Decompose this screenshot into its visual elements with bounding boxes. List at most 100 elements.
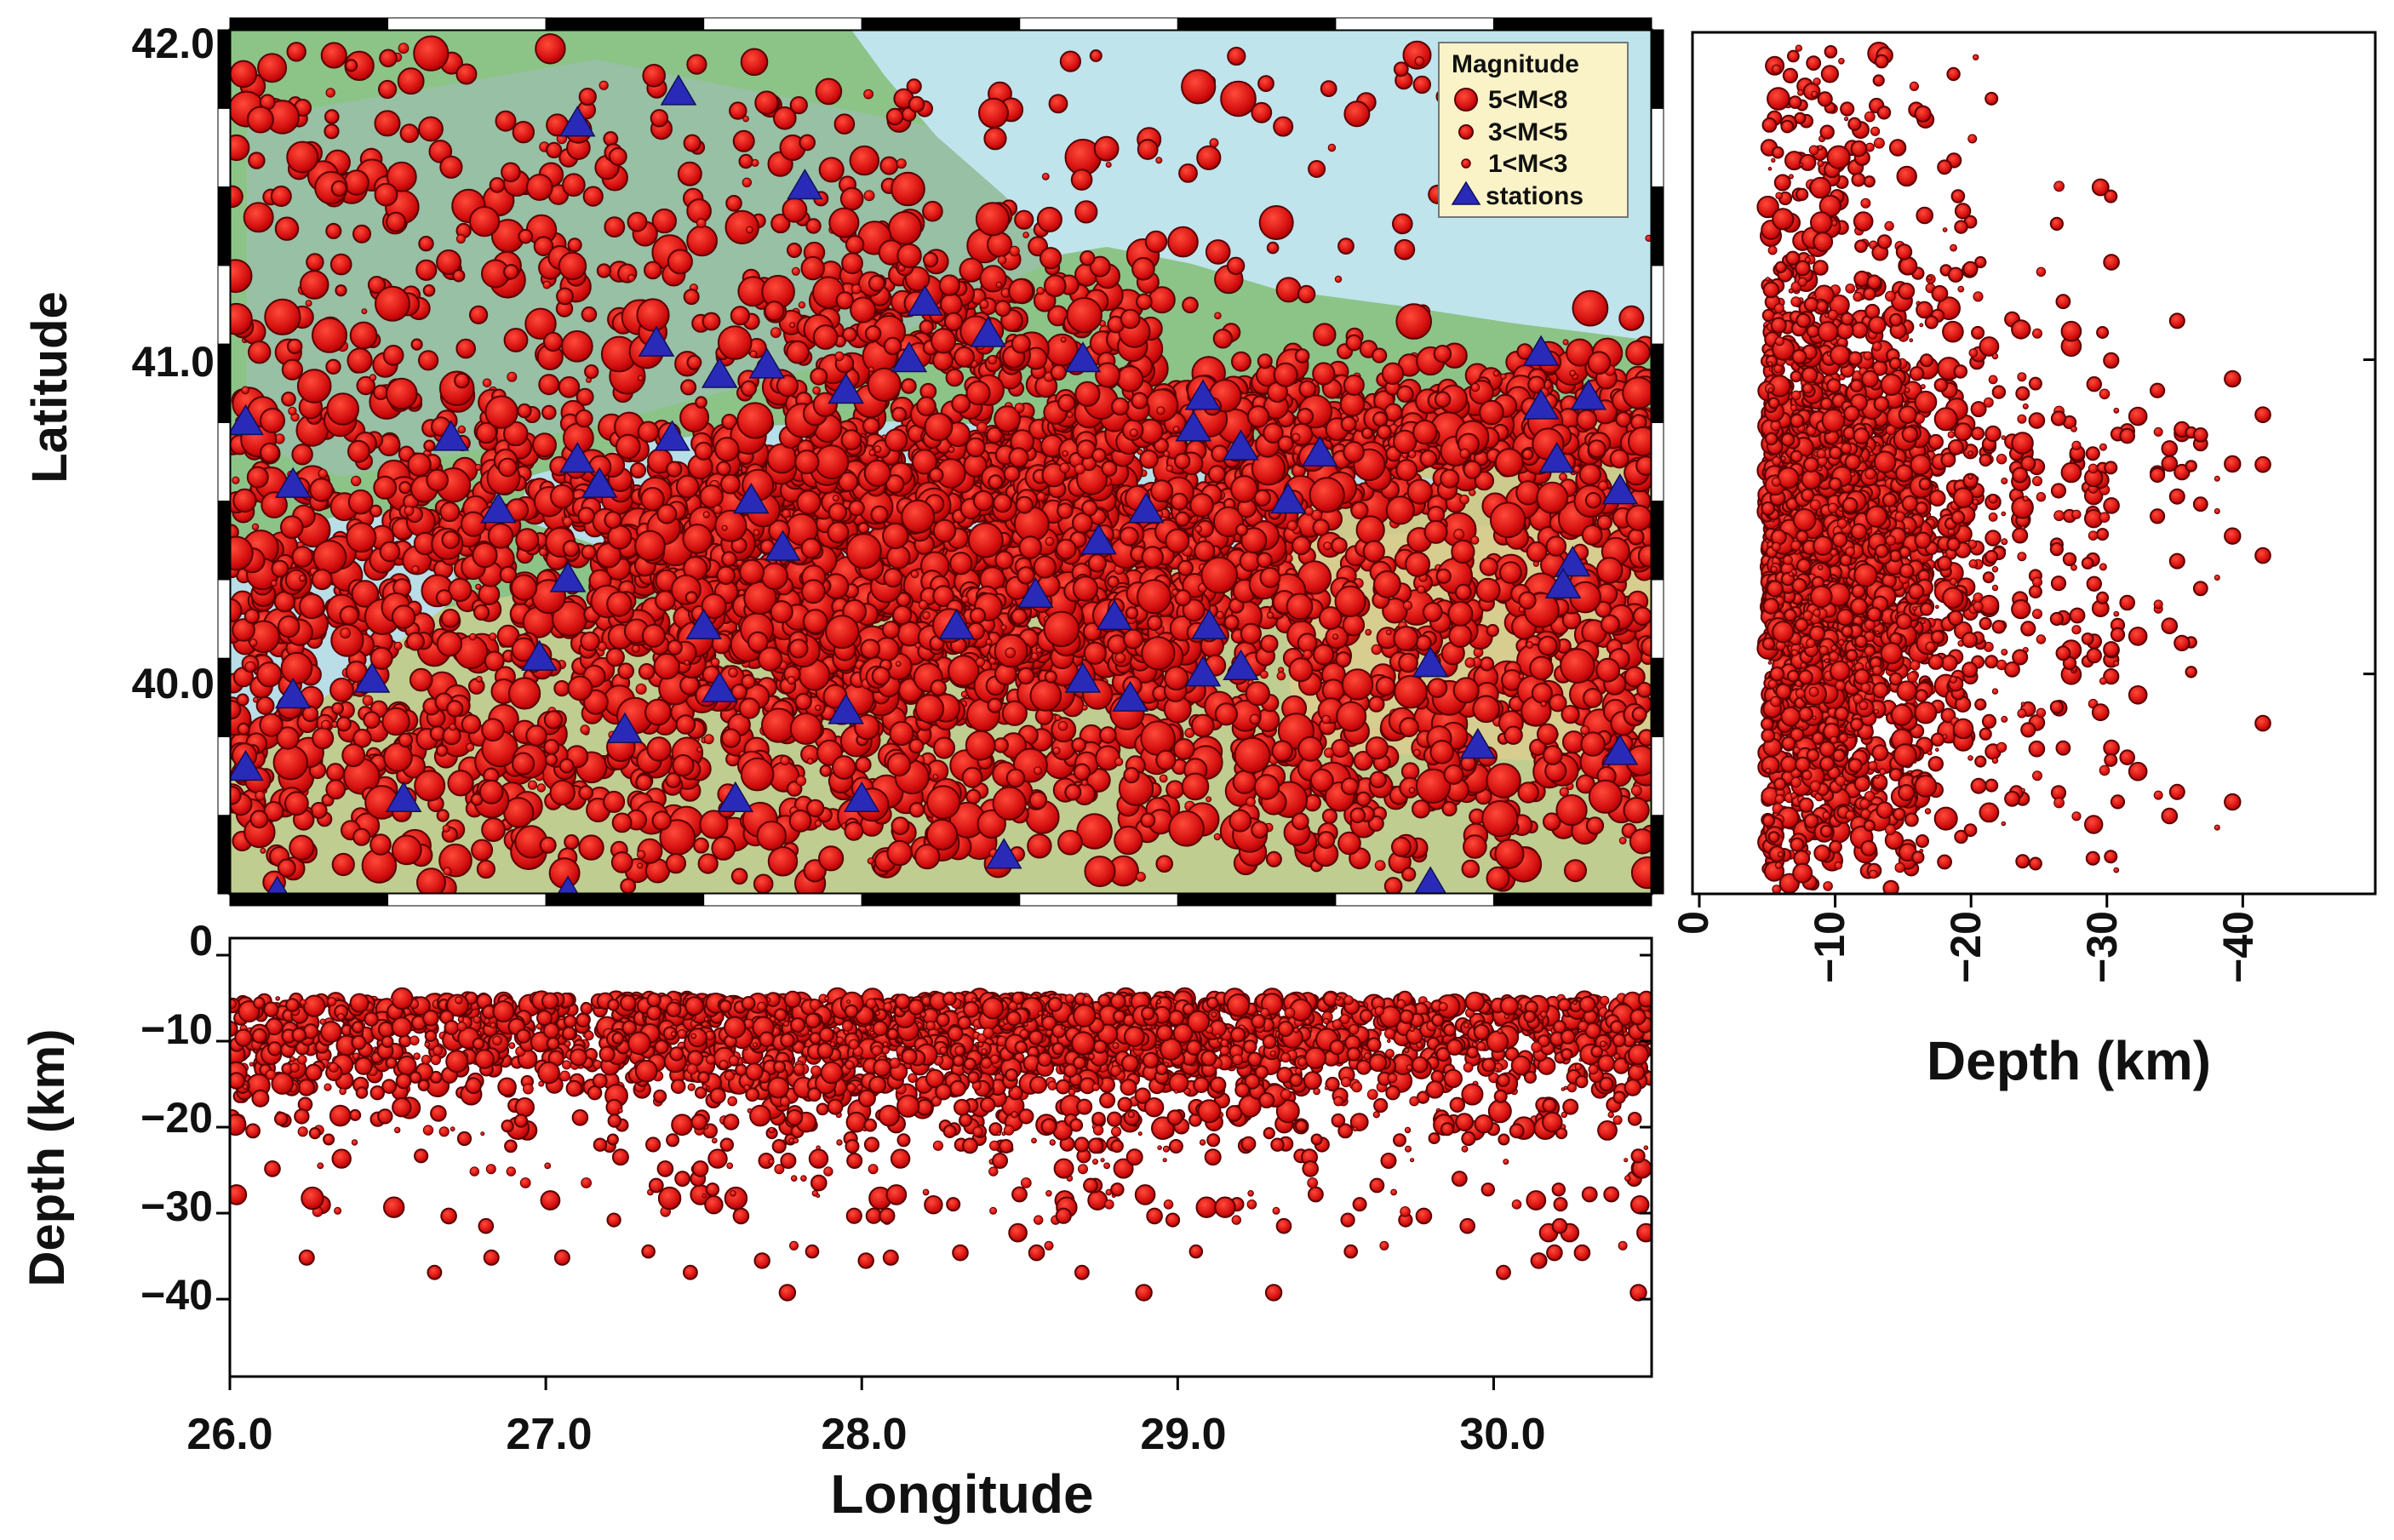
earthquake-event bbox=[454, 372, 470, 389]
earthquake-event bbox=[693, 837, 709, 854]
earthquake-event bbox=[1529, 656, 1554, 681]
earthquake-event bbox=[985, 638, 993, 645]
earthquake-event bbox=[1317, 831, 1336, 850]
earthquake-event bbox=[1140, 812, 1156, 828]
earthquake-event bbox=[1470, 535, 1480, 545]
earthquake-event bbox=[1371, 644, 1383, 656]
earthquake-event bbox=[501, 162, 521, 183]
earthquake-event bbox=[525, 724, 547, 747]
earthquake-event bbox=[683, 134, 702, 152]
earthquake-event bbox=[1555, 794, 1588, 827]
earthquake-event bbox=[1273, 362, 1298, 387]
earthquake-event bbox=[1560, 648, 1595, 684]
earthquake-event bbox=[976, 421, 988, 433]
earthquake-event bbox=[1206, 796, 1212, 803]
earthquake-event bbox=[1518, 591, 1537, 610]
earthquake-event bbox=[329, 253, 352, 276]
earthquake-event bbox=[562, 173, 586, 197]
earthquake-event bbox=[754, 90, 779, 115]
earthquake-event bbox=[558, 758, 575, 774]
earthquake-event bbox=[1313, 323, 1337, 346]
earthquake-event bbox=[665, 772, 682, 788]
earthquake-event bbox=[580, 724, 590, 735]
earthquake-event bbox=[1194, 540, 1216, 562]
earthquake-event bbox=[1137, 579, 1171, 615]
earthquake-event bbox=[284, 791, 309, 816]
earthquake-event bbox=[1340, 415, 1357, 432]
earthquake-event bbox=[839, 186, 864, 211]
earthquake-event bbox=[280, 515, 304, 540]
earthquake-event bbox=[675, 714, 696, 735]
earthquake-event bbox=[1526, 641, 1534, 649]
earthquake-event bbox=[340, 627, 352, 639]
earthquake-event bbox=[604, 511, 622, 530]
earthquake-event bbox=[620, 878, 637, 894]
earthquake-event bbox=[1251, 821, 1269, 839]
earthquake-event bbox=[489, 633, 497, 641]
earthquake-event bbox=[736, 402, 774, 439]
earthquake-event bbox=[1034, 766, 1042, 776]
earthquake-event bbox=[696, 747, 702, 753]
earthquake-event bbox=[1394, 674, 1428, 709]
earthquake-event bbox=[948, 446, 955, 454]
earthquake-event bbox=[1598, 480, 1608, 491]
earthquake-event bbox=[1362, 540, 1385, 563]
earthquake-event bbox=[576, 387, 594, 406]
earthquake-event bbox=[484, 650, 505, 672]
earthquake-event bbox=[1107, 575, 1120, 588]
earthquake-event bbox=[1139, 449, 1159, 469]
earthquake-event bbox=[721, 551, 737, 567]
earthquake-event bbox=[320, 42, 347, 69]
earthquake-event bbox=[549, 779, 576, 806]
earthquake-event bbox=[1429, 740, 1454, 764]
earthquake-event bbox=[1408, 787, 1416, 794]
earthquake-event bbox=[1385, 629, 1392, 636]
earthquake-event bbox=[478, 779, 504, 804]
earthquake-event bbox=[730, 306, 751, 326]
earthquake-event bbox=[1401, 867, 1417, 882]
earthquake-event bbox=[1168, 810, 1205, 847]
earthquake-event bbox=[536, 783, 546, 793]
earthquake-event bbox=[329, 678, 354, 702]
earthquake-event bbox=[714, 437, 740, 462]
earthquake-event bbox=[527, 780, 538, 790]
earthquake-event bbox=[369, 374, 377, 381]
earthquake-event bbox=[1230, 475, 1258, 503]
earthquake-event bbox=[833, 113, 856, 135]
earthquake-event bbox=[1336, 701, 1367, 732]
earthquake-event bbox=[1543, 745, 1563, 765]
earthquake-event bbox=[1147, 615, 1163, 632]
earthquake-event bbox=[885, 107, 904, 126]
earthquake-event bbox=[311, 569, 333, 591]
earthquake-event bbox=[879, 156, 899, 175]
earthquake-event bbox=[455, 338, 477, 359]
earthquake-event bbox=[1001, 700, 1028, 726]
earthquake-event bbox=[446, 700, 464, 718]
earthquake-event bbox=[1017, 667, 1035, 685]
earthquake-event bbox=[257, 53, 288, 83]
earthquake-event bbox=[1596, 514, 1612, 530]
earthquake-event bbox=[562, 540, 580, 558]
earthquake-event bbox=[806, 799, 825, 818]
earthquake-event bbox=[1312, 518, 1330, 536]
earthquake-event bbox=[246, 466, 269, 489]
earthquake-event bbox=[918, 599, 928, 610]
earthquake-event bbox=[635, 683, 647, 695]
earthquake-event bbox=[1572, 289, 1609, 327]
earthquake-event bbox=[447, 770, 474, 797]
earthquake-event bbox=[1573, 465, 1581, 473]
earthquake-event bbox=[1618, 837, 1627, 844]
earthquake-event bbox=[1493, 370, 1500, 377]
earthquake-event bbox=[510, 574, 538, 601]
earthquake-event bbox=[280, 651, 313, 684]
earthquake-event bbox=[642, 64, 667, 88]
earthquake-event bbox=[324, 109, 340, 124]
earthquake-event bbox=[1223, 615, 1240, 631]
earthquake-event bbox=[702, 511, 710, 518]
earthquake-event bbox=[330, 180, 347, 198]
earthquake-event bbox=[960, 690, 968, 698]
earthquake-event bbox=[386, 377, 418, 410]
earthquake-event bbox=[441, 530, 461, 549]
earthquake-event bbox=[351, 475, 362, 487]
earthquake-event bbox=[497, 457, 518, 478]
